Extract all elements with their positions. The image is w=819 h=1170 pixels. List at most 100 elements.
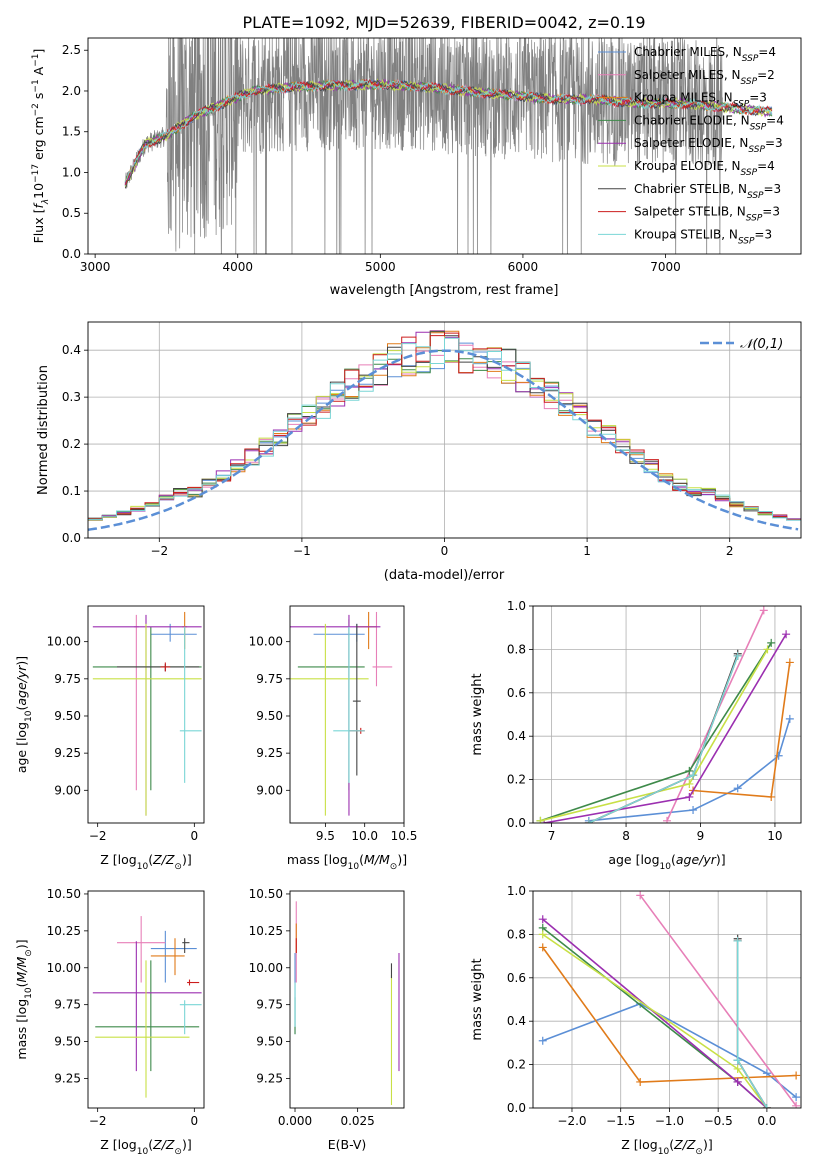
y-tick-label: 0.4 [62, 343, 81, 357]
axes-age_vs_mass: 9.5 10.0 10.5 9.00 9.25 9.50 9.75 10.00 mass [lo… [249, 605, 418, 872]
y-tick-label: 10.00 [47, 961, 81, 975]
weight-marker-3 [792, 1071, 801, 1080]
y-tick-label: 9.75 [54, 998, 81, 1012]
mass_vs_EBV-xlabel: E(B-V) [328, 1137, 367, 1152]
axes-frame [87, 321, 802, 539]
axes-frame [87, 890, 205, 1109]
weight-marker-9 [733, 651, 742, 660]
axes-spectrum: 3000 4000 5000 6000 7000 0.0 0.5 1.0 1.5 2.0 2.5 wa… [31, 37, 802, 298]
weight-marker-2 [792, 1101, 801, 1108]
x-tick-label: 10 [767, 829, 782, 843]
x-tick-label: 10.5 [391, 829, 418, 843]
ticks-residuals: −2 −1 0 1 2 0.0 0.1 0.2 0.3 0.4 [62, 343, 734, 558]
weight-marker-2 [759, 606, 768, 615]
weight-marker-9 [762, 1104, 771, 1108]
x-tick-label: −2 [150, 544, 168, 558]
spectrum-legend: Chabrier MILES, NSSP=4 Salpeter MILES, NS… [598, 45, 784, 246]
y-tick-label: 9.75 [256, 672, 283, 686]
x-tick-label: 2 [726, 544, 734, 558]
x-tick-label: 1 [583, 544, 591, 558]
figure-title: PLATE=1092, MJD=52639, FIBERID=0042, z=0… [242, 13, 645, 32]
legend-label-1: Chabrier MILES, NSSP=4 [634, 45, 776, 64]
plots: 3000 4000 5000 6000 70000.00.51.01.52.02.5wa… [14, 37, 802, 1157]
y-tick-label: 0.8 [507, 927, 526, 941]
weight_vs_Z-ylabel: mass weight [470, 958, 485, 1040]
axes-weight_vs_age: 7 8 9 10 0.0 0.2 0.4 0.6 0.8 1.0 age [log10(age/yr… [470, 599, 802, 872]
weight-marker-3 [538, 943, 547, 952]
weight-marker-9 [733, 1056, 742, 1065]
y-tick-label: 0.4 [507, 1014, 526, 1028]
weight-marker-6 [538, 930, 547, 939]
legend-label-2: Salpeter MILES, NSSP=2 [634, 68, 775, 87]
y-tick-label: 0.0 [507, 816, 526, 830]
weight-marker-5 [538, 915, 547, 924]
age_vs_Z-xlabel: Z [log10(Z/Z⊙)] [100, 852, 191, 872]
axes-frame [532, 605, 802, 824]
y-tick-label: 9.75 [256, 998, 283, 1012]
y-tick-label: 9.25 [256, 1071, 283, 1085]
y-tick-label: 1.0 [507, 599, 526, 613]
ticks-age_vs_mass: 9.5 10.0 10.5 9.00 9.25 9.50 9.75 10.00 [249, 635, 418, 843]
weight-marker-9 [733, 936, 742, 945]
ticks-weight_vs_Z: −2.0 −1.5 −1.0 −0.5 0.0 0.0 0.2 0.4 0.6 0.8 1.0 [507, 884, 777, 1128]
x-tick-label: 6000 [508, 260, 539, 274]
residuals-ylabel: Normed distribution [36, 365, 51, 495]
weight_vs_Z-xlabel: Z [log10(Z/Z⊙)] [621, 1137, 712, 1157]
spectrum-xlabel: wavelength [Angstrom, rest frame] [330, 283, 559, 298]
plot-area-weight_vs_age [533, 606, 801, 823]
x-tick-label: 0.025 [340, 1114, 374, 1128]
plot-area-mass_vs_Z [92, 916, 202, 1098]
axes-frame [289, 890, 405, 1109]
x-tick-label: 0.000 [278, 1114, 312, 1128]
y-tick-label: 9.50 [256, 709, 283, 723]
y-tick-label: 9.00 [54, 783, 81, 797]
x-tick-label: 7 [548, 829, 556, 843]
y-tick-label: 9.25 [256, 746, 283, 760]
y-tick-label: 0.6 [507, 686, 526, 700]
y-tick-label: 9.50 [54, 1035, 81, 1049]
legend-label-5: Salpeter ELODIE, NSSP=3 [634, 136, 783, 155]
y-tick-label: 0.1 [62, 484, 81, 498]
age_vs_mass-xlabel: mass [log10(M/M⊙)] [287, 852, 407, 872]
legend-label-9: Kroupa STELIB, NSSP=3 [634, 227, 772, 246]
plot-area-mass_vs_EBV [294, 901, 400, 1106]
x-tick-label: 8 [622, 829, 630, 843]
y-tick-label: 10.50 [249, 887, 283, 901]
y-tick-label: 1.5 [62, 125, 81, 139]
weight-marker-5 [685, 792, 694, 801]
ticks-mass_vs_Z: −2 0 9.25 9.50 9.75 10.00 10.25 10.50 [47, 887, 199, 1128]
ticks-spectrum: 3000 4000 5000 6000 7000 0.0 0.5 1.0 1.5 2.0 2.5 [62, 43, 681, 274]
axes-residuals: −2 −1 0 1 2 0.0 0.1 0.2 0.3 0.4 (data-model)/error… [36, 321, 802, 583]
spectrum-ylabel: Flux [fλ10−17 erg cm−2 s−1 A−1] [31, 49, 51, 244]
x-tick-label: 5000 [365, 260, 396, 274]
model-spectrum-9 [124, 79, 773, 182]
y-tick-label: 1.0 [62, 165, 81, 179]
y-tick-label: 0.5 [62, 206, 81, 220]
y-tick-label: 9.50 [54, 709, 81, 723]
y-tick-label: 0.3 [62, 390, 81, 404]
y-tick-label: 10.00 [249, 635, 283, 649]
axes-mass_vs_EBV: 0.000 0.025 9.25 9.50 9.75 10.00 10.25 10.50 E(B… [249, 887, 405, 1152]
normal-reference-curve [88, 349, 799, 532]
y-tick-label: 10.50 [47, 887, 81, 901]
legend-label-4: Chabrier ELODIE, NSSP=4 [634, 113, 784, 132]
weight-line-7 [736, 938, 768, 1108]
y-tick-label: 0.0 [62, 531, 81, 545]
age_vs_Z-ylabel: age [log10(age/yr)] [14, 656, 34, 773]
mass_vs_Z-xlabel: Z [log10(Z/Z⊙)] [100, 1137, 191, 1157]
plot-area-residuals [88, 322, 801, 538]
weight-marker-1 [689, 805, 698, 814]
weight-marker-4 [767, 638, 776, 647]
legend-label-7: Chabrier STELIB, NSSP=3 [634, 182, 781, 201]
mass_vs_Z-ylabel: mass [log10(M/M⊙)] [14, 939, 34, 1059]
weight-marker-9 [584, 819, 593, 823]
y-tick-label: 0.0 [507, 1101, 526, 1115]
weight-marker-9 [689, 771, 698, 780]
x-tick-label: 9.5 [316, 829, 335, 843]
weight-marker-6 [763, 645, 772, 654]
model-spectrum-7 [124, 79, 773, 189]
x-tick-label: 3000 [80, 260, 111, 274]
y-tick-label: 10.25 [249, 924, 283, 938]
weight-marker-1 [733, 784, 742, 793]
y-tick-label: 2.5 [62, 43, 81, 57]
